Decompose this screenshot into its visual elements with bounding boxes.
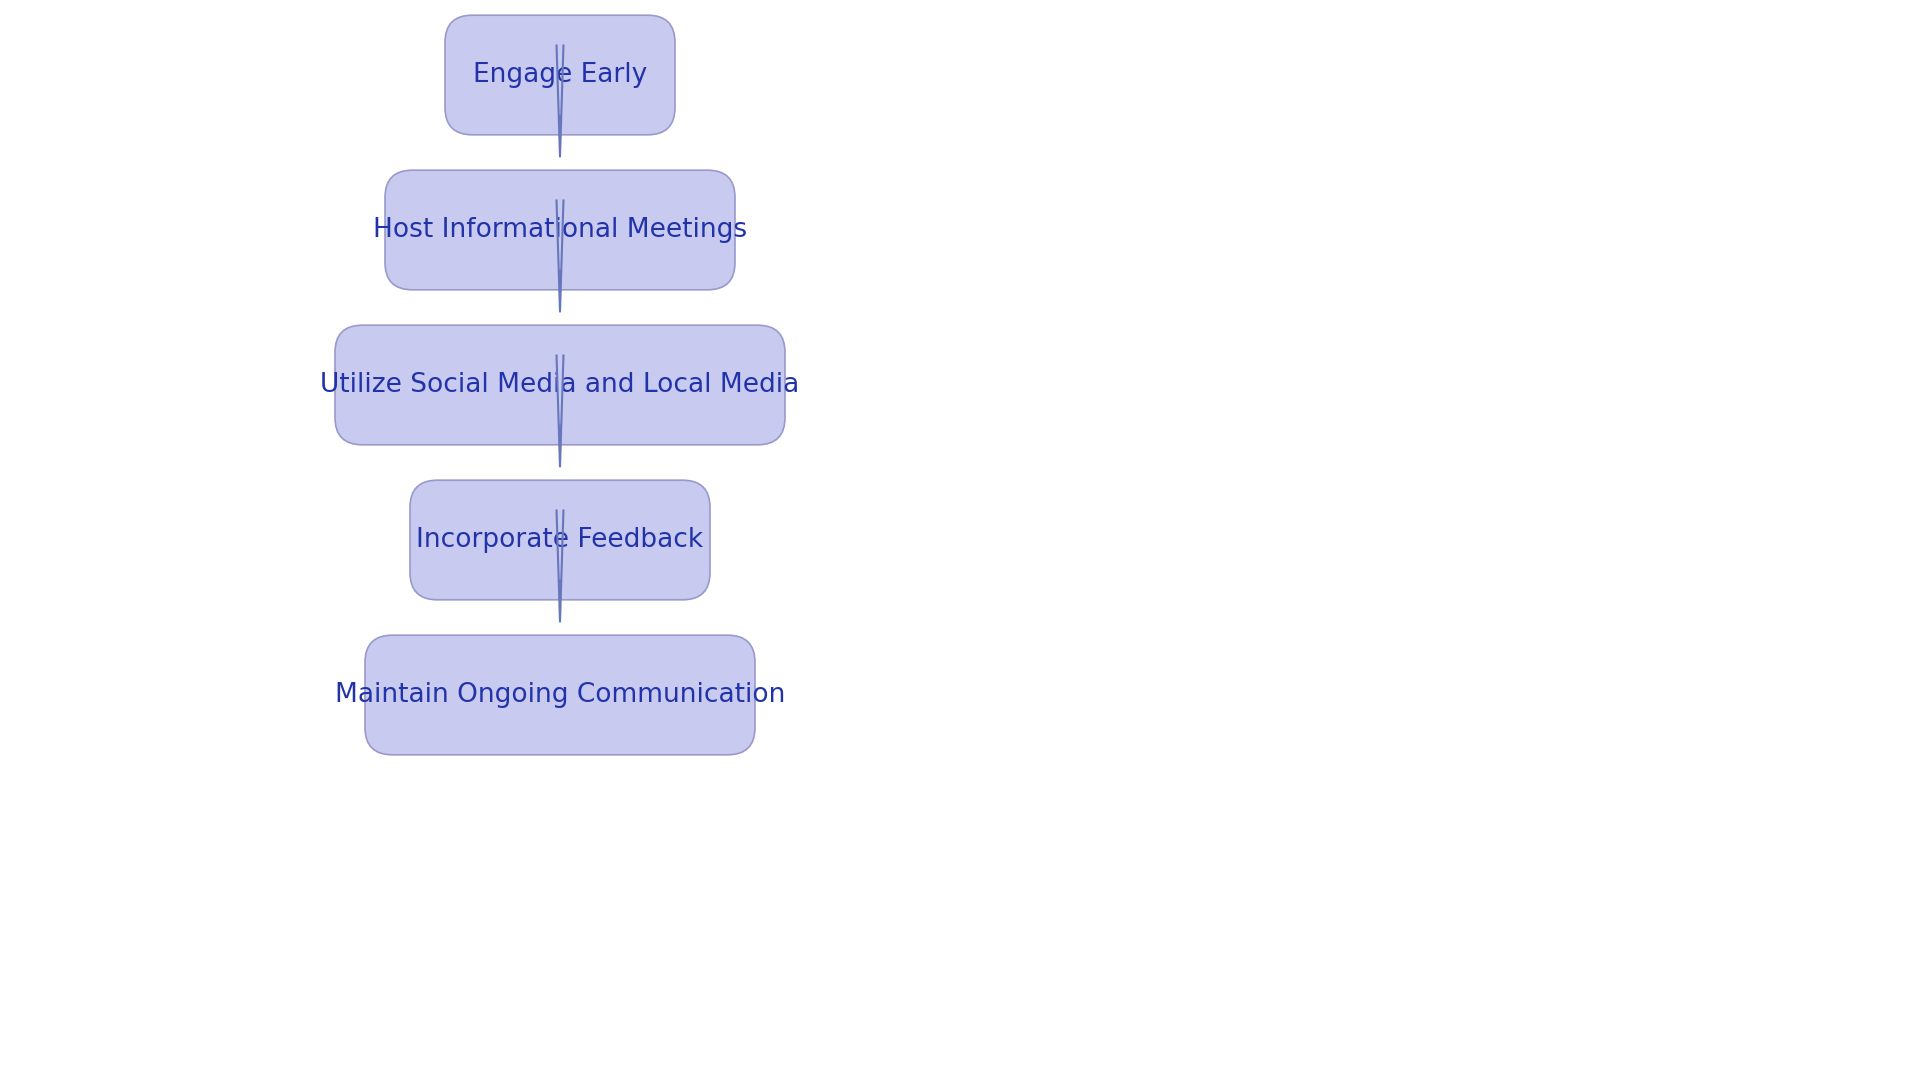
Text: Utilize Social Media and Local Media: Utilize Social Media and Local Media	[321, 371, 799, 397]
Text: Incorporate Feedback: Incorporate Feedback	[417, 527, 703, 553]
FancyBboxPatch shape	[365, 636, 755, 755]
Text: Host Informational Meetings: Host Informational Meetings	[372, 217, 747, 243]
FancyBboxPatch shape	[411, 480, 710, 600]
FancyBboxPatch shape	[334, 325, 785, 445]
Text: Maintain Ongoing Communication: Maintain Ongoing Communication	[334, 682, 785, 708]
FancyBboxPatch shape	[445, 15, 676, 134]
Text: Engage Early: Engage Early	[472, 62, 647, 88]
FancyBboxPatch shape	[386, 170, 735, 290]
